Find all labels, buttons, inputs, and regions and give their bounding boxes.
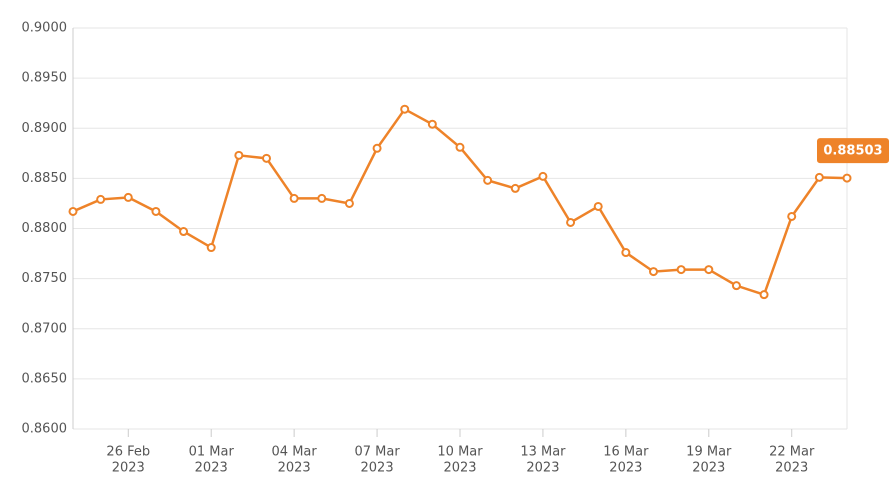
x-tick-label: 2023 [195,461,228,476]
point [206,243,216,253]
point [289,193,299,203]
point [538,171,548,181]
point [704,265,714,275]
x-tick-label: 26 Feb [106,445,150,460]
y-tick-label: 0.8900 [22,121,68,136]
x-tick-label: 13 Mar [520,445,566,460]
last-value-label: 0.88503 [823,144,882,159]
y-tick-label: 0.8850 [22,171,68,186]
last-value-badge [817,138,889,164]
point [676,265,686,275]
x-tick-label: 2023 [278,461,311,476]
y-tick-label: 0.9000 [22,21,68,36]
point [427,119,437,129]
x-tick-label: 22 Mar [769,445,815,460]
point [759,290,769,300]
x-tick-label: 2023 [526,461,559,476]
x-tick-label: 2023 [609,461,642,476]
x-tick-label: 07 Mar [354,445,400,460]
point [68,206,78,216]
point [179,227,189,237]
x-tick-label: 19 Mar [686,445,732,460]
point [593,201,603,211]
point [483,175,493,185]
x-tick-label: 01 Mar [189,445,235,460]
point [317,193,327,203]
point [510,183,520,193]
point [649,267,658,277]
x-tick-label: 2023 [692,461,725,476]
x-tick-label: 04 Mar [272,445,318,460]
point [787,211,797,221]
x-tick-label: 2023 [361,461,394,476]
y-tick-label: 0.8950 [22,71,68,86]
x-tick-label: 2023 [112,461,145,476]
point [372,143,382,153]
y-tick-label: 0.8750 [22,271,68,286]
point [123,192,133,202]
x-tick-label: 10 Mar [437,445,483,460]
y-tick-label: 0.8700 [22,321,68,336]
point [151,206,161,216]
y-tick-label: 0.8650 [22,371,68,386]
line [72,107,848,297]
y-tick-label: 0.8600 [22,422,68,437]
point [814,172,824,182]
point [566,217,576,227]
point [96,194,106,204]
x-tick-label: 2023 [775,461,808,476]
x-tick-label: 2023 [443,461,476,476]
x-tick-label: 16 Mar [603,445,649,460]
y-tick-label: 0.8800 [22,221,68,236]
point [344,198,354,208]
point [262,153,271,163]
point [731,281,741,291]
point [455,142,465,152]
point [842,173,852,183]
point [234,150,244,160]
point [621,248,631,258]
point [400,104,410,114]
